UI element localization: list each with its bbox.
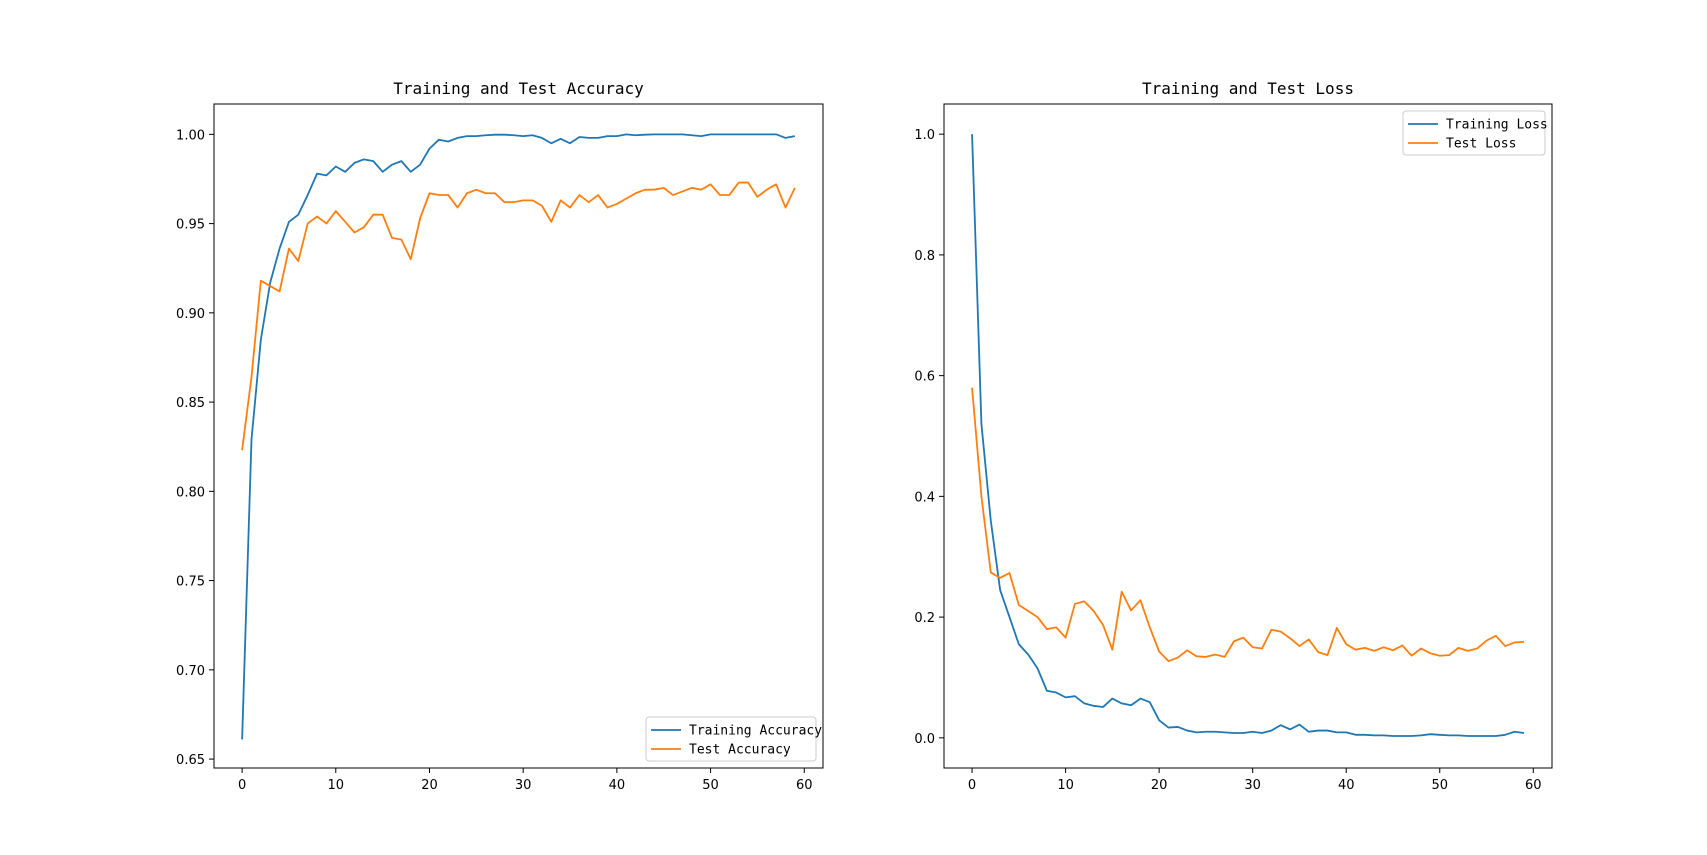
- y-tick-label: 0.90: [176, 307, 205, 322]
- y-tick-label: 0.85: [176, 396, 205, 411]
- legend-box: [1402, 110, 1546, 156]
- legend-label: Test Loss: [1446, 137, 1516, 152]
- series-line-training-loss: [971, 134, 1525, 737]
- y-tick-label: 0.2: [914, 611, 935, 626]
- y-tick-label: 1.00: [176, 128, 205, 143]
- y-tick-label: 0.6: [914, 370, 935, 385]
- x-tick-label: 0: [968, 778, 976, 793]
- y-tick-label: 0.65: [176, 753, 205, 768]
- x-tick-label: 20: [421, 778, 438, 793]
- x-tick-label: 30: [1244, 778, 1261, 793]
- series-line-test-accuracy: [241, 181, 796, 451]
- chart-title: Training and Test Loss: [1142, 79, 1354, 98]
- legend-label: Training Loss: [1446, 118, 1548, 133]
- x-tick-label: 40: [1338, 778, 1355, 793]
- series-line-training-accuracy: [241, 133, 796, 740]
- y-tick-label: 0.70: [176, 664, 205, 679]
- y-tick-label: 0.95: [176, 218, 205, 233]
- accuracy-chart: Training and Test Accuracy 0 10 20 30 40 50 60 0…: [176, 79, 824, 793]
- y-tick-label: 0.75: [176, 575, 205, 590]
- x-tick-label: 20: [1151, 778, 1168, 793]
- series-line-test-loss: [971, 387, 1524, 663]
- axes-frame: [213, 103, 824, 769]
- loss-chart: Training and Test Loss 0 10 20 30 40 50 60 0.0 0.…: [914, 79, 1553, 793]
- y-tick-label: 0.80: [176, 485, 205, 500]
- y-tick-label: 1.0: [914, 128, 935, 143]
- x-tick-label: 10: [1057, 778, 1074, 793]
- x-tick-label: 60: [1525, 778, 1542, 793]
- x-tick-label: 10: [328, 778, 345, 793]
- legend: Training Accuracy Test Accuracy: [645, 716, 822, 762]
- x-tick-label: 40: [609, 778, 626, 793]
- x-tick-label: 50: [1431, 778, 1448, 793]
- legend-box: [645, 716, 817, 762]
- legend-label: Test Accuracy: [689, 743, 791, 758]
- x-tick-label: 0: [238, 778, 246, 793]
- y-tick-label: 0.8: [914, 249, 935, 264]
- chart-title: Training and Test Accuracy: [393, 79, 644, 98]
- legend: Training Loss Test Loss: [1402, 110, 1548, 156]
- y-tick-label: 0.0: [914, 732, 935, 747]
- x-tick-label: 30: [515, 778, 532, 793]
- x-tick-label: 60: [796, 778, 813, 793]
- x-tick-label: 50: [702, 778, 719, 793]
- y-tick-label: 0.4: [914, 490, 935, 505]
- legend-label: Training Accuracy: [689, 724, 822, 739]
- axes-frame: [943, 103, 1553, 769]
